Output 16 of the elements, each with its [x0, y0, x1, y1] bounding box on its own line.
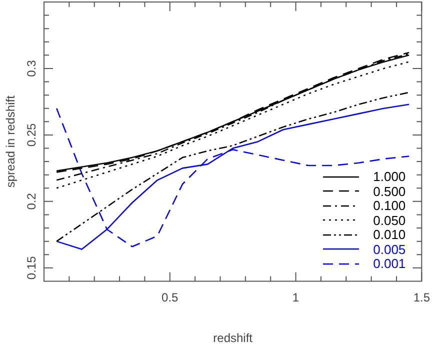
x-tick-label: 1.5: [413, 290, 430, 305]
y-tick-label: 0.3: [24, 60, 38, 77]
y-tick-label: 0.25: [24, 122, 38, 147]
legend-label: 0.005: [373, 242, 406, 257]
legend-label: 0.010: [373, 227, 406, 242]
legend-label: 1.000: [373, 169, 406, 184]
legend-label: 0.100: [373, 198, 406, 214]
legend-label: 0.050: [373, 212, 406, 228]
legend-label: 0.500: [373, 184, 406, 199]
y-tick-label: 0.2: [24, 192, 38, 210]
x-tick-label: 0.5: [162, 290, 179, 305]
y-axis-title: spread in redshift: [4, 94, 18, 188]
x-tick-label: 1: [292, 290, 300, 305]
y-tick-label: 0.15: [24, 256, 38, 280]
x-axis-title: redshift: [213, 331, 254, 346]
legend-label: 0.001: [373, 256, 406, 272]
